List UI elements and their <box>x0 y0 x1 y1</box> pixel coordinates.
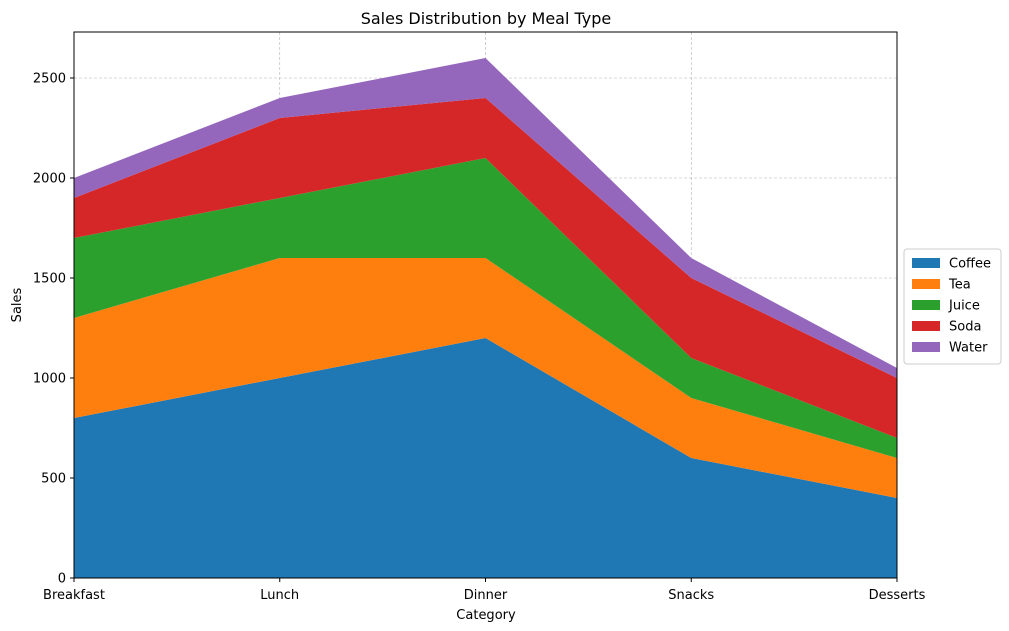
legend-swatch <box>912 342 940 352</box>
x-tick-label: Desserts <box>869 588 926 603</box>
area-coffee <box>74 338 897 578</box>
x-axis-ticks: Breakfast Lunch Dinner Snacks Desserts <box>43 578 926 603</box>
y-axis-title: Sales <box>10 287 25 322</box>
y-tick-label: 0 <box>58 572 66 587</box>
y-tick-label: 500 <box>41 472 66 487</box>
x-tick-label: Snacks <box>668 588 714 603</box>
area-soda <box>74 98 897 438</box>
legend-swatch <box>912 321 940 331</box>
y-axis-ticks: 0 500 1000 1500 2000 2500 <box>33 72 74 587</box>
legend-swatch <box>912 279 940 289</box>
area-tea <box>74 258 897 498</box>
area-layers <box>74 58 897 578</box>
area-juice <box>74 158 897 458</box>
x-tick-label: Lunch <box>260 588 299 603</box>
chart-title: Sales Distribution by Meal Type <box>361 9 612 28</box>
legend-label: Water <box>949 341 988 356</box>
legend-box <box>903 248 1002 365</box>
legend-swatch <box>912 300 940 310</box>
legend-label: Juice <box>948 299 980 314</box>
legend-swatch <box>912 258 940 268</box>
legend-label: Tea <box>948 278 971 293</box>
y-tick-label: 2500 <box>33 72 66 87</box>
x-axis-title: Category <box>456 608 516 623</box>
y-tick-label: 1000 <box>33 372 66 387</box>
legend: Coffee Tea Juice Soda Water <box>903 248 1002 365</box>
legend-label: Soda <box>949 320 981 335</box>
x-tick-label: Breakfast <box>43 588 105 603</box>
legend-label: Coffee <box>949 257 991 272</box>
x-tick-label: Dinner <box>464 588 508 603</box>
y-tick-label: 2000 <box>33 172 66 187</box>
y-tick-label: 1500 <box>33 272 66 287</box>
